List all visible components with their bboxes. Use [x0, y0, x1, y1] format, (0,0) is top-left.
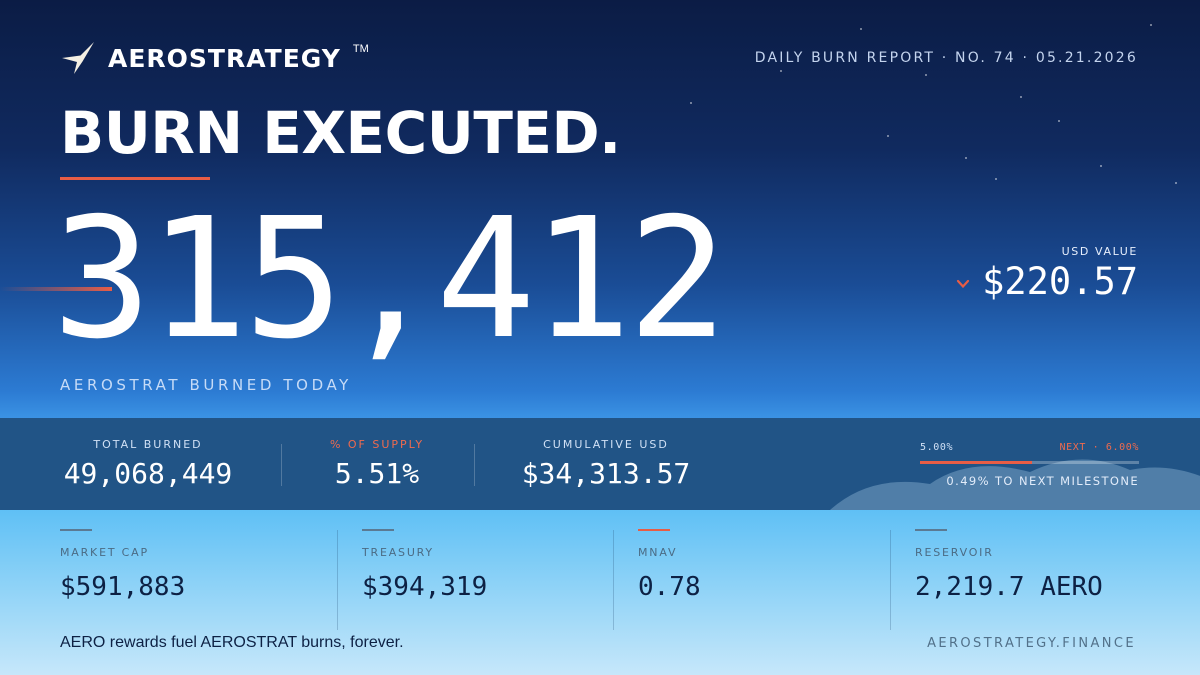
burn-label: AEROSTRAT BURNED TODAY: [60, 376, 352, 394]
brand-name: AEROSTRATEGY: [108, 43, 341, 73]
metrics-panel: [0, 510, 1200, 675]
metric-tick: [60, 529, 92, 531]
divider: [474, 444, 475, 486]
star-logo-icon: [62, 42, 94, 74]
progress-fill: [920, 461, 1032, 464]
stat-value: $34,313.57: [521, 457, 691, 490]
metric-label: TREASURY: [362, 546, 434, 559]
stat-value: 49,068,449: [63, 457, 233, 490]
divider: [337, 530, 338, 630]
metric-treasury: TREASURY $394,319: [362, 529, 487, 602]
metric-tick: [915, 529, 947, 531]
brand: AEROSTRATEGY TM: [60, 40, 369, 76]
report-label: DAILY BURN REPORT · NO. 74 · 05.21.2026: [754, 50, 1138, 66]
stat-value: 5.51%: [334, 457, 420, 490]
milestone-progress: 5.00% NEXT · 6.00% 0.49% TO NEXT MILESTO…: [920, 442, 1139, 488]
metric-value: 0.78: [638, 572, 701, 602]
metric-tick: [362, 529, 394, 531]
metric-label: MARKET CAP: [60, 546, 149, 559]
divider: [890, 530, 891, 630]
stat-total-burned: TOTAL BURNED 49,068,449: [60, 438, 236, 491]
chevron-down-icon: [956, 279, 970, 289]
milestone-next: NEXT · 6.00%: [1059, 442, 1139, 453]
usd-value-label: USD VALUE: [1061, 245, 1138, 258]
divider: [613, 530, 614, 630]
metric-tick: [638, 529, 670, 531]
stat-percent-supply: % OF SUPPLY 5.51%: [301, 438, 453, 491]
metric-value: $394,319: [362, 572, 488, 602]
metric-label: MNAV: [638, 546, 678, 559]
metric-label: RESERVOIR: [915, 546, 994, 559]
progress-track: [920, 461, 1139, 464]
stat-label: CUMULATIVE USD: [543, 438, 669, 451]
metric-value: $591,883: [60, 572, 186, 602]
site-url: AEROSTRATEGY.FINANCE: [927, 636, 1136, 651]
metric-mnav: MNAV 0.78: [638, 529, 701, 602]
divider: [281, 444, 282, 486]
tagline: AERO rewards fuel AEROSTRAT burns, forev…: [60, 634, 404, 651]
headline: BURN EXECUTED.: [60, 99, 621, 167]
milestone-current: 5.00%: [920, 442, 954, 453]
metric-value: 2,219.7 AERO: [915, 572, 1103, 602]
headline-rule: [60, 177, 210, 180]
usd-value-row: $220.57: [956, 258, 1138, 306]
metric-market-cap: MARKET CAP $591,883: [60, 529, 185, 602]
speed-streak: [0, 287, 112, 291]
milestone-caption: 0.49% TO NEXT MILESTONE: [946, 474, 1139, 488]
stat-cumulative-usd: CUMULATIVE USD $34,313.57: [505, 438, 707, 491]
metric-reservoir: RESERVOIR 2,219.7 AERO: [915, 529, 1103, 602]
burn-amount: 315,412: [52, 183, 728, 376]
stat-label: TOTAL BURNED: [93, 438, 203, 451]
trademark-mark: TM: [352, 43, 369, 55]
stats-band: [0, 418, 1200, 510]
stat-label: % OF SUPPLY: [329, 438, 425, 451]
usd-value: $220.57: [982, 260, 1138, 303]
